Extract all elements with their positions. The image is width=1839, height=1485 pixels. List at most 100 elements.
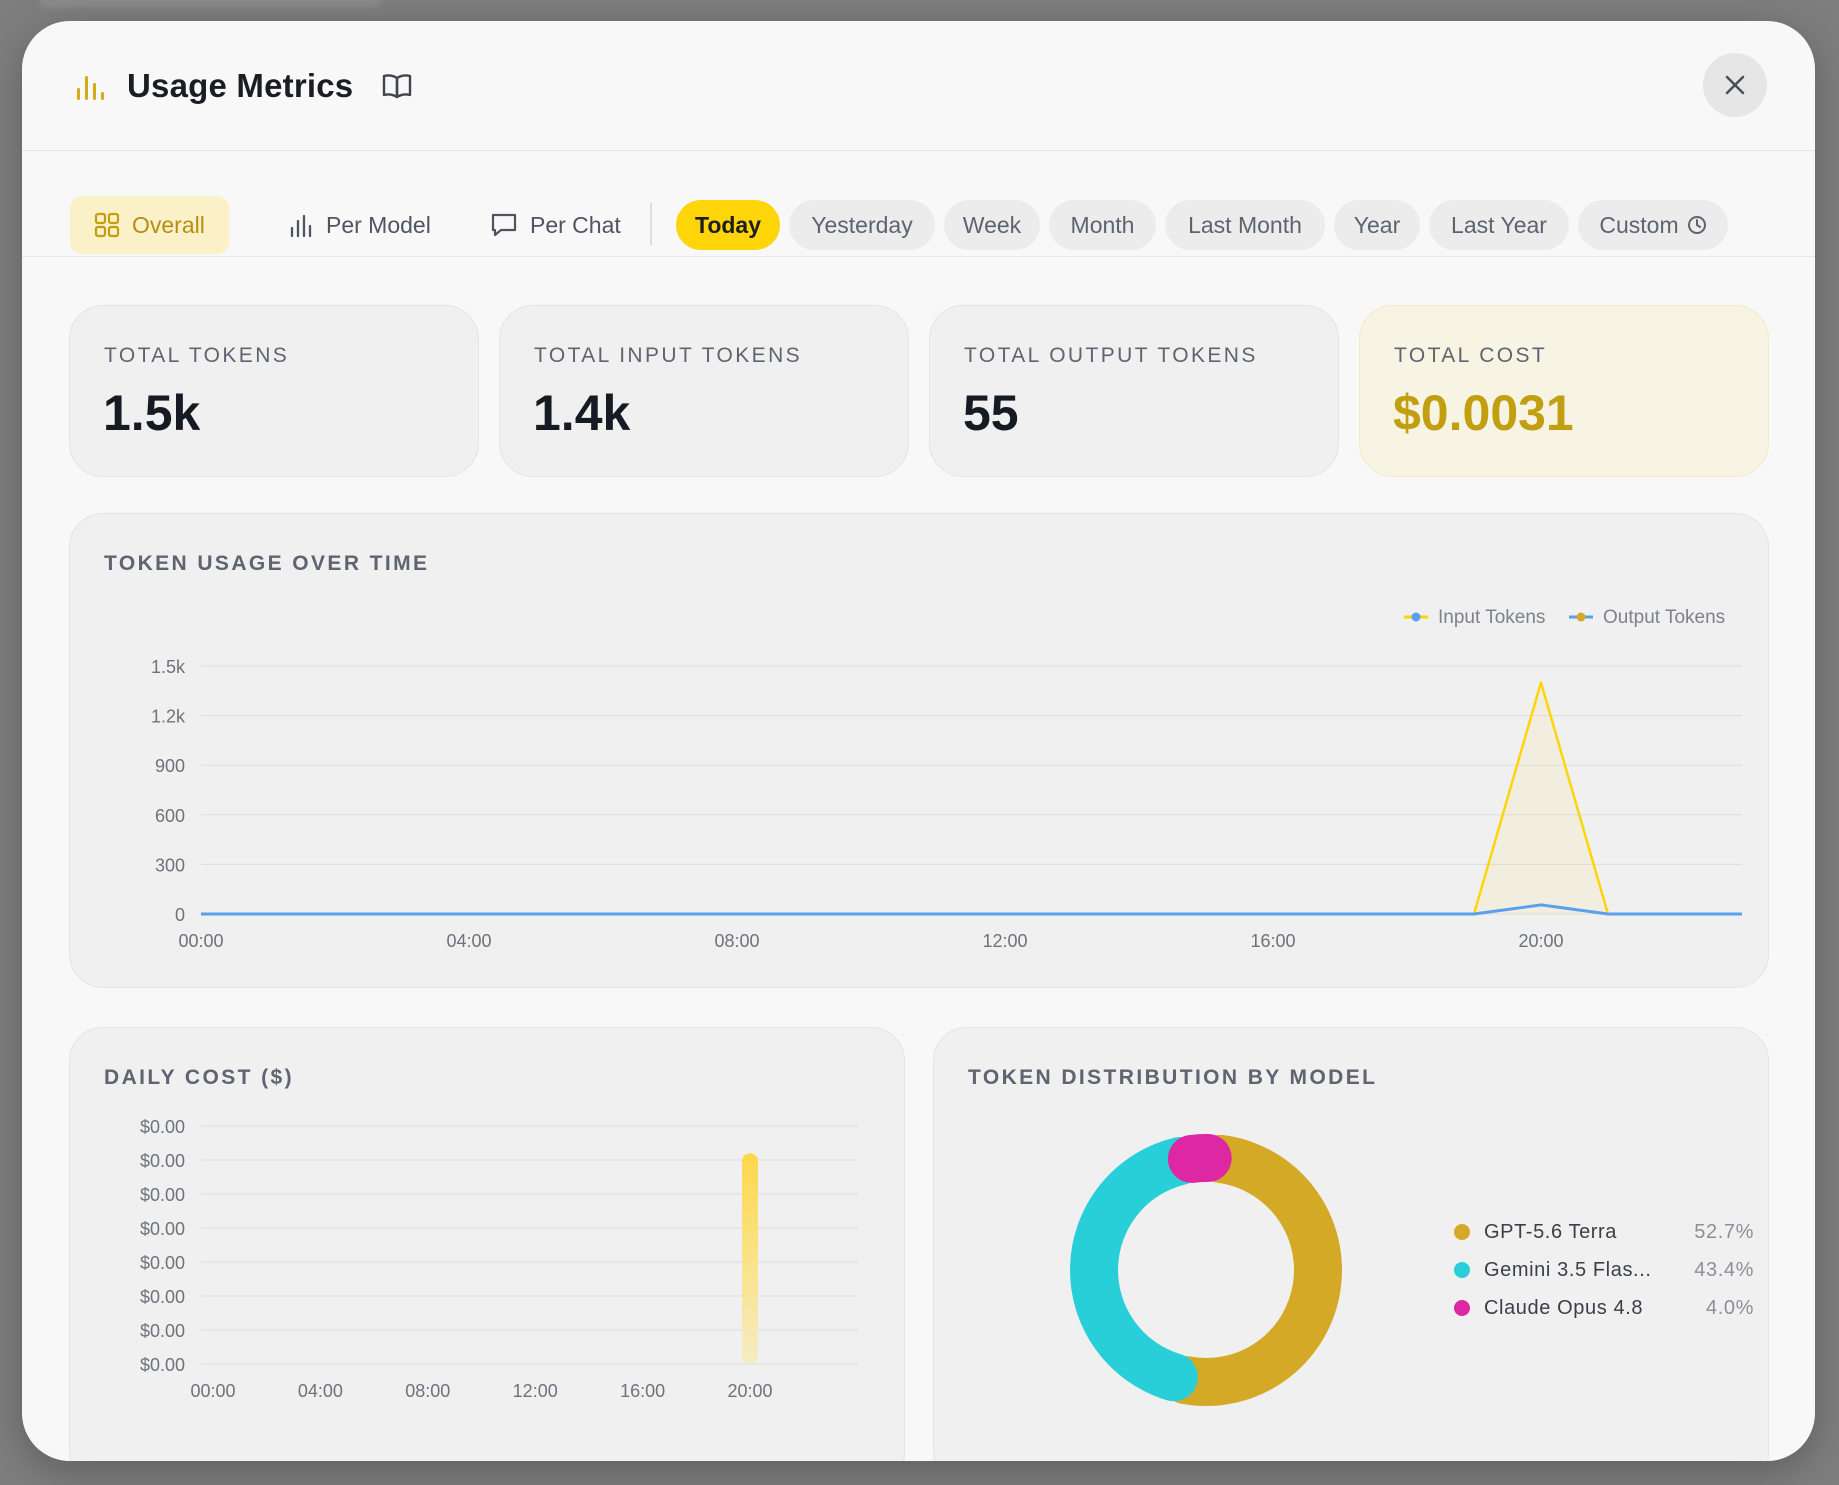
y-tick-label: 900 bbox=[155, 756, 185, 776]
tab-overall[interactable]: Overall bbox=[70, 196, 229, 254]
legend-item: GPT-5.6 Terra 52.7% bbox=[1454, 1213, 1754, 1251]
y-tick-label: $0.00 bbox=[140, 1253, 185, 1273]
distribution-title: TOKEN DISTRIBUTION BY MODEL bbox=[968, 1066, 1378, 1089]
legend-swatch-dot bbox=[1576, 612, 1586, 622]
stat-card-input-tokens: TOTAL INPUT TOKENS 1.4k bbox=[499, 305, 909, 477]
token-usage-card: TOKEN USAGE OVER TIME 0 300 600 900 1.2k 1.5k… bbox=[69, 513, 1769, 988]
legend-label: Output Tokens bbox=[1603, 607, 1725, 628]
token-usage-title: TOKEN USAGE OVER TIME bbox=[104, 552, 430, 575]
legend-input-tokens: Input Tokens bbox=[1404, 607, 1545, 628]
range-custom[interactable]: Custom bbox=[1578, 200, 1728, 250]
distribution-card: TOKEN DISTRIBUTION BY MODEL GPT-5.6 Terr… bbox=[933, 1027, 1769, 1461]
clock-icon bbox=[1687, 216, 1706, 234]
usage-metrics-modal: Usage Metrics Overall Per Model bbox=[22, 21, 1815, 1461]
filter-toolbar: Overall Per Model Per Chat Today Yesterd… bbox=[22, 151, 1815, 257]
distribution-legend: GPT-5.6 Terra 52.7% Gemini 3.5 Flas... 43.4… bbox=[1454, 1213, 1754, 1327]
stat-card-output-tokens: TOTAL OUTPUT TOKENS 55 bbox=[929, 305, 1339, 477]
tab-per-model[interactable]: Per Model bbox=[264, 196, 455, 254]
close-button[interactable] bbox=[1703, 53, 1767, 117]
y-tick-label: $0.00 bbox=[140, 1117, 185, 1137]
y-tick-label: $0.00 bbox=[140, 1321, 185, 1341]
bar-chart-icon bbox=[290, 214, 312, 238]
tab-per-chat-label: Per Chat bbox=[530, 211, 621, 238]
y-tick-label: 600 bbox=[155, 806, 185, 826]
legend-dot bbox=[1454, 1262, 1470, 1278]
grid-icon bbox=[94, 212, 120, 238]
legend-model-name: Claude Opus 4.8 bbox=[1484, 1296, 1644, 1319]
stat-card-total-tokens: TOTAL TOKENS 1.5k bbox=[69, 305, 479, 477]
tab-per-chat[interactable]: Per Chat bbox=[466, 196, 645, 254]
x-tick-label: 20:00 bbox=[1518, 931, 1563, 951]
tab-overall-label: Overall bbox=[132, 211, 205, 238]
stat-card-total-cost: TOTAL COST $0.0031 bbox=[1359, 305, 1769, 477]
x-tick-label: 08:00 bbox=[405, 1381, 450, 1401]
daily-cost-card: DAILY COST ($) $0.00 $0.00 $0.00 $0.00 $0.00… bbox=[69, 1027, 905, 1461]
stat-label: TOTAL OUTPUT TOKENS bbox=[964, 344, 1258, 367]
x-tick-label: 04:00 bbox=[446, 931, 491, 951]
stat-label: TOTAL COST bbox=[1394, 344, 1548, 367]
legend-label: Input Tokens bbox=[1438, 607, 1545, 628]
x-tick-label: 00:00 bbox=[190, 1381, 235, 1401]
tab-per-model-label: Per Model bbox=[326, 211, 431, 238]
range-last-month[interactable]: Last Month bbox=[1165, 200, 1325, 250]
y-tick-label: 1.2k bbox=[151, 707, 186, 727]
x-tick-label: 04:00 bbox=[298, 1381, 343, 1401]
legend-swatch-dot bbox=[1411, 612, 1421, 622]
y-tick-label: $0.00 bbox=[140, 1151, 185, 1171]
donut-slice-gpt-5-6-terra bbox=[1161, 1134, 1342, 1406]
legend-dot bbox=[1454, 1300, 1470, 1316]
range-custom-label: Custom bbox=[1599, 211, 1679, 238]
stat-value: 55 bbox=[963, 385, 1019, 441]
legend-item: Claude Opus 4.8 4.0% bbox=[1454, 1289, 1754, 1327]
donut-slice-gemini-3-5-flas bbox=[1070, 1137, 1204, 1402]
close-icon bbox=[1725, 75, 1745, 95]
stat-value: 1.5k bbox=[103, 385, 201, 441]
x-tick-label: 12:00 bbox=[982, 931, 1027, 951]
x-tick-label: 16:00 bbox=[1250, 931, 1295, 951]
legend-percentage: 43.4% bbox=[1694, 1258, 1754, 1281]
stat-value: 1.4k bbox=[533, 385, 631, 441]
x-tick-label: 20:00 bbox=[727, 1381, 772, 1401]
y-tick-label: $0.00 bbox=[140, 1287, 185, 1307]
toolbar-divider bbox=[650, 203, 652, 245]
range-month[interactable]: Month bbox=[1049, 200, 1156, 250]
token-usage-chart: 0 300 600 900 1.2k 1.5k 00:00 04:00 08:00 12:00 16… bbox=[151, 607, 1742, 951]
legend-item: Gemini 3.5 Flas... 43.4% bbox=[1454, 1251, 1754, 1289]
stat-value: $0.0031 bbox=[1393, 385, 1574, 441]
y-tick-label: $0.00 bbox=[140, 1355, 185, 1375]
y-tick-label: $0.00 bbox=[140, 1185, 185, 1205]
x-tick-label: 00:00 bbox=[178, 931, 223, 951]
legend-model-name: Gemini 3.5 Flas... bbox=[1484, 1258, 1652, 1281]
usage-chart-icon bbox=[77, 76, 104, 100]
output-tokens-line bbox=[201, 903, 1742, 916]
cost-bar bbox=[742, 1153, 758, 1364]
modal-header: Usage Metrics bbox=[22, 21, 1815, 151]
x-tick-label: 12:00 bbox=[513, 1381, 558, 1401]
range-week[interactable]: Week bbox=[944, 200, 1040, 250]
range-yesterday[interactable]: Yesterday bbox=[789, 200, 935, 250]
book-icon[interactable] bbox=[380, 69, 414, 103]
stat-label: TOTAL INPUT TOKENS bbox=[534, 344, 803, 367]
legend-model-name: GPT-5.6 Terra bbox=[1484, 1220, 1618, 1243]
legend-output-tokens: Output Tokens bbox=[1569, 607, 1725, 628]
legend-percentage: 52.7% bbox=[1694, 1220, 1754, 1243]
range-last-year[interactable]: Last Year bbox=[1429, 200, 1569, 250]
legend-percentage: 4.0% bbox=[1706, 1296, 1754, 1319]
y-tick-label: 300 bbox=[155, 855, 185, 875]
modal-title: Usage Metrics bbox=[127, 67, 354, 104]
legend-dot bbox=[1454, 1224, 1470, 1240]
x-tick-label: 16:00 bbox=[620, 1381, 665, 1401]
y-tick-label: 1.5k bbox=[151, 657, 186, 677]
stat-label: TOTAL TOKENS bbox=[104, 344, 290, 367]
y-tick-label: $0.00 bbox=[140, 1219, 185, 1239]
daily-cost-title: DAILY COST ($) bbox=[104, 1066, 294, 1089]
input-tokens-area bbox=[201, 682, 1742, 914]
range-today[interactable]: Today bbox=[676, 200, 780, 250]
donut-slice-claude-opus-4-8 bbox=[1167, 1134, 1232, 1183]
range-year[interactable]: Year bbox=[1334, 200, 1420, 250]
y-tick-label: 0 bbox=[175, 905, 185, 925]
backdrop bbox=[40, 0, 380, 8]
chat-bubble-icon bbox=[491, 213, 517, 237]
x-tick-label: 08:00 bbox=[714, 931, 759, 951]
distribution-donut-chart bbox=[1070, 1134, 1342, 1406]
